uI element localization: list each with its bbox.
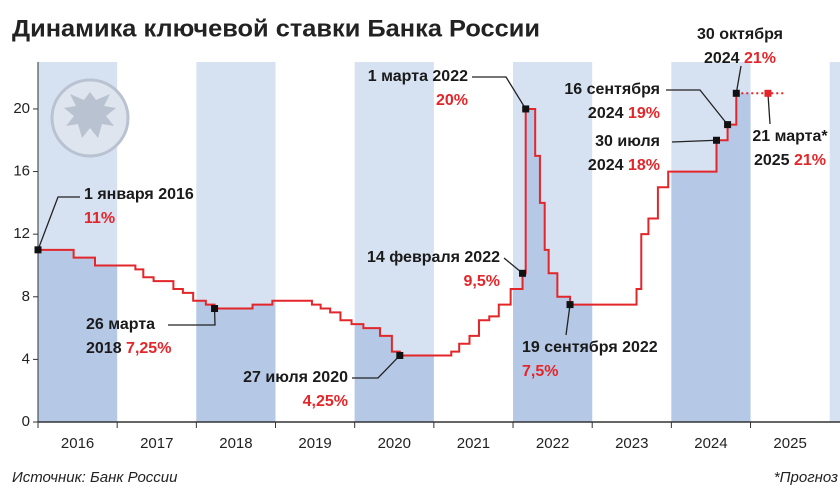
y-tick-label: 16	[13, 163, 30, 180]
annotation-line: 21 марта*	[752, 128, 828, 145]
x-tick-label: 2017	[140, 435, 173, 452]
leader	[735, 65, 742, 94]
leader	[671, 139, 717, 143]
y-tick-label: 0	[22, 413, 30, 430]
annotation-value: 7,5%	[522, 363, 558, 380]
leader	[472, 76, 527, 110]
annotation-line: 27 июля 2020	[243, 369, 348, 386]
chart-title: Динамика ключевой ставки Банка России	[12, 15, 540, 42]
annotation-line: 2024 19%	[588, 105, 660, 122]
point-marker	[396, 351, 404, 359]
annotation-line: 19 сентября 2022	[522, 339, 658, 356]
point-marker	[764, 89, 772, 97]
point-marker	[34, 246, 42, 254]
y-tick-label: 4	[22, 350, 30, 367]
point-marker	[211, 305, 219, 313]
annotation-date: 1 января 2016	[84, 186, 194, 203]
annotation-line: 2024 18%	[588, 157, 660, 174]
annotation-date: 30 июля	[595, 133, 660, 150]
annotation-value: 21%	[744, 50, 776, 67]
annotation-value: 7,25%	[126, 340, 171, 357]
x-tick-label: 2024	[694, 435, 727, 452]
annotation-value: 21%	[794, 152, 826, 169]
leader	[666, 89, 729, 126]
y-tick-label: 12	[13, 225, 30, 242]
source: Источник: Банк России	[12, 469, 178, 486]
leader	[37, 196, 80, 251]
annotation-value: 9,5%	[464, 273, 500, 290]
x-tick-label: 2022	[536, 435, 569, 452]
leader	[168, 308, 216, 326]
leader	[767, 93, 771, 125]
point-marker	[522, 105, 530, 113]
annotation-date: 2024	[588, 157, 624, 174]
annotation-date: 14 февраля 2022	[367, 249, 500, 266]
annotation-date: 30 октября	[697, 26, 783, 43]
annotation-date: 2018	[86, 340, 122, 357]
point-marker	[712, 136, 720, 144]
emblem	[50, 78, 130, 158]
x-tick-label: 2016	[61, 435, 94, 452]
note: *Прогноз	[774, 469, 838, 486]
line	[38, 93, 738, 357]
x-tick-label: 2025	[773, 435, 806, 452]
annotation-line: 16 сентября	[564, 81, 660, 98]
annotation-date: 1 марта 2022	[368, 68, 468, 85]
x-tick-label: 2020	[378, 435, 411, 452]
annotation-value: 19%	[628, 105, 660, 122]
point-marker	[519, 269, 527, 277]
annotation-date: 2025	[754, 152, 790, 169]
area	[38, 93, 751, 422]
leader	[352, 355, 401, 379]
annotation-line: 30 июля	[595, 133, 660, 150]
point-marker	[724, 121, 732, 129]
annotation-line: 26 марта	[86, 316, 155, 333]
x-tick-label: 2018	[219, 435, 252, 452]
annotation-line: 14 февраля 2022	[367, 249, 500, 266]
annotation-value: 11%	[84, 210, 115, 227]
annotation-line: 2018 7,25%	[86, 340, 171, 357]
annotation-date: 19 сентября 2022	[522, 339, 658, 356]
annotation-date: 21 марта*	[752, 128, 828, 145]
y-tick-label: 8	[22, 288, 30, 305]
annotation-date: 16 сентября	[564, 81, 660, 98]
annotation-line: 2024 21%	[704, 50, 776, 67]
annotation-line: 30 октября	[697, 26, 783, 43]
point-marker	[566, 301, 574, 309]
annotation-date: 27 июля 2020	[243, 369, 348, 386]
annotation-date: 26 марта	[86, 316, 155, 333]
annotation-line: 2025 21%	[754, 152, 826, 169]
x-tick-label: 2019	[298, 435, 331, 452]
annotation-date: 2024	[704, 50, 740, 67]
annotation-value: 20%	[436, 92, 468, 109]
point-marker	[732, 89, 740, 97]
year-band	[829, 62, 840, 422]
annotation-date: 2024	[588, 105, 624, 122]
x-tick-label: 2021	[457, 435, 490, 452]
annotation-value: 18%	[628, 157, 660, 174]
annotation-line: 1 января 2016	[84, 186, 194, 203]
x-tick-label: 2023	[615, 435, 648, 452]
annotation-value: 4,25%	[303, 393, 348, 410]
annotation-line: 1 марта 2022	[368, 68, 468, 85]
leader	[565, 304, 571, 336]
y-tick-label: 20	[13, 100, 30, 117]
